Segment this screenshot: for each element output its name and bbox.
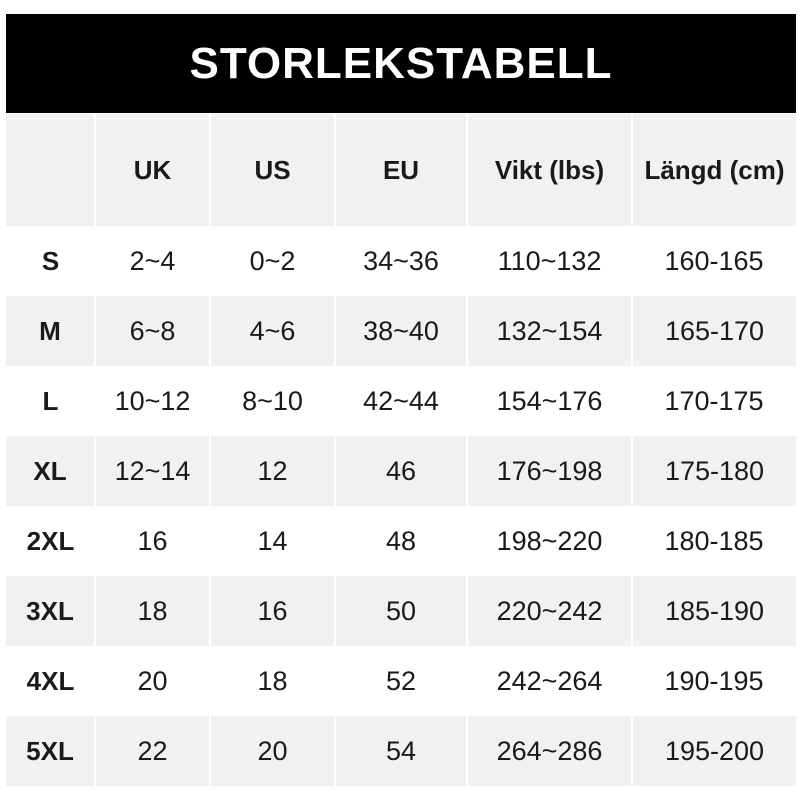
cell-height: 165-170	[631, 296, 796, 366]
cell-height: 180-185	[664, 525, 764, 556]
cell-eu: 46	[334, 436, 467, 506]
page-title: STORLEKSTABELL	[6, 14, 796, 113]
cell-us: 0~2	[249, 245, 296, 276]
cell-weight: 176~198	[466, 436, 632, 506]
cell-height: 160-165	[664, 245, 764, 276]
table-row: 5XL 22 20 54 264~286 195-200	[6, 716, 796, 786]
cell-height: 170-175	[664, 385, 764, 416]
cell-weight: 132~154	[466, 296, 632, 366]
table-row: S 2~4 0~2 34~36 110~132 160-165	[6, 226, 796, 296]
cell-eu: 54	[334, 716, 467, 786]
column-header-uk: UK	[94, 114, 210, 226]
cell-uk: 22	[94, 716, 210, 786]
table-row: 3XL 18 16 50 220~242 185-190	[6, 576, 796, 646]
cell-size: L	[42, 385, 59, 416]
cell-eu: 52	[385, 665, 417, 696]
size-chart-table: UK US EU Vikt (lbs) Längd (cm) S 2~4 0~2 34…	[6, 114, 796, 786]
cell-eu: 42~44	[363, 385, 439, 416]
cell-height: 185-190	[631, 576, 796, 646]
cell-us: 4~6	[209, 296, 335, 366]
cell-size: 4XL	[26, 665, 75, 696]
cell-size: 3XL	[6, 576, 95, 646]
cell-weight: 198~220	[496, 525, 603, 556]
cell-uk: 2~4	[129, 245, 176, 276]
table-row: 4XL 20 18 52 242~264 190-195	[6, 646, 796, 716]
cell-us: 20	[209, 716, 335, 786]
cell-height: 190-195	[664, 665, 764, 696]
cell-size: 2XL	[26, 525, 75, 556]
table-row: 2XL 16 14 48 198~220 180-185	[6, 506, 796, 576]
cell-us: 8~10	[242, 385, 303, 416]
column-header-height: Längd (cm)	[631, 114, 796, 226]
cell-eu: 48	[385, 525, 417, 556]
cell-height: 175-180	[631, 436, 796, 506]
cell-uk: 6~8	[94, 296, 210, 366]
column-header-eu: EU	[334, 114, 467, 226]
cell-eu: 38~40	[334, 296, 467, 366]
cell-weight: 154~176	[496, 385, 603, 416]
cell-us: 16	[209, 576, 335, 646]
cell-us: 14	[257, 525, 288, 556]
cell-size: S	[41, 245, 60, 276]
cell-uk: 20	[137, 665, 168, 696]
column-header-weight: Vikt (lbs)	[466, 114, 632, 226]
cell-eu: 50	[334, 576, 467, 646]
cell-uk: 18	[94, 576, 210, 646]
cell-uk: 10~12	[114, 385, 191, 416]
cell-eu: 34~36	[363, 245, 439, 276]
table-header-row: UK US EU Vikt (lbs) Längd (cm)	[6, 114, 796, 226]
table-row: L 10~12 8~10 42~44 154~176 170-175	[6, 366, 796, 436]
column-header-us: US	[209, 114, 335, 226]
cell-uk: 16	[137, 525, 168, 556]
cell-weight: 264~286	[466, 716, 632, 786]
cell-size: M	[6, 296, 95, 366]
column-header	[6, 114, 95, 226]
cell-size: 5XL	[6, 716, 95, 786]
cell-weight: 220~242	[466, 576, 632, 646]
cell-size: XL	[6, 436, 95, 506]
cell-us: 12	[209, 436, 335, 506]
table-row: XL 12~14 12 46 176~198 175-180	[6, 436, 796, 506]
cell-uk: 12~14	[94, 436, 210, 506]
cell-weight: 110~132	[497, 245, 602, 276]
cell-us: 18	[257, 665, 288, 696]
cell-weight: 242~264	[496, 665, 603, 696]
table-row: M 6~8 4~6 38~40 132~154 165-170	[6, 296, 796, 366]
cell-height: 195-200	[631, 716, 796, 786]
